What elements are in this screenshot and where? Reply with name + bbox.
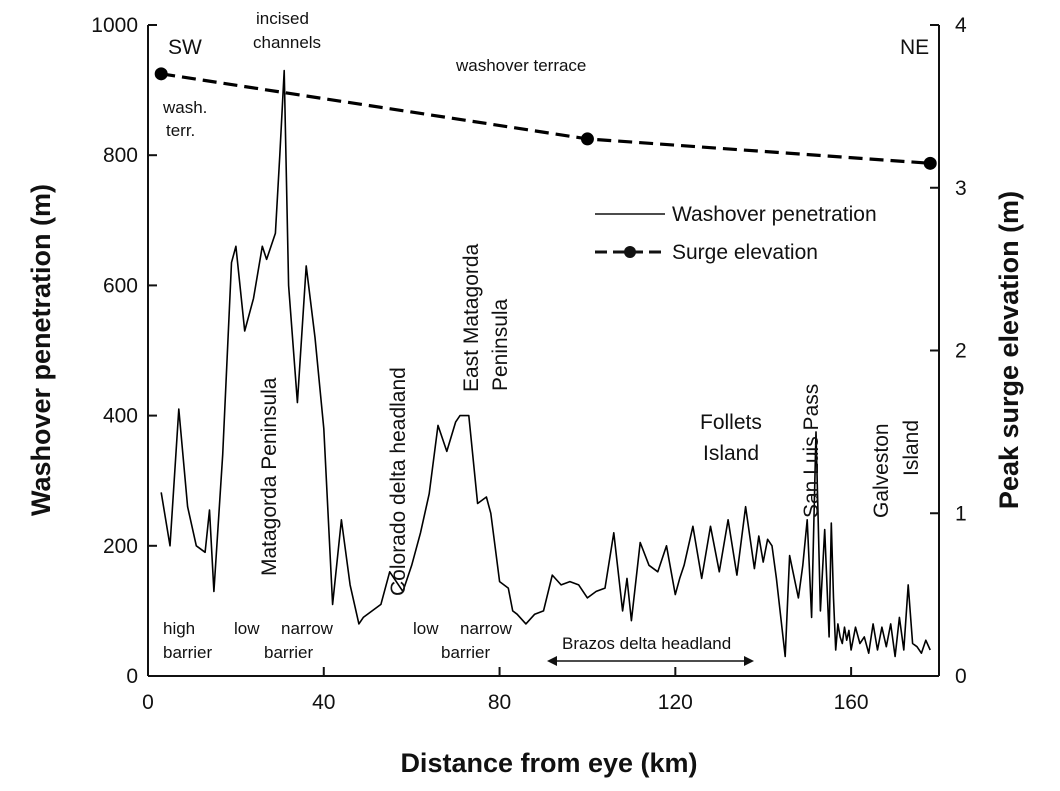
annotation-low-b: low [413,619,439,638]
annotation-colorado: Colorado delta headland [387,367,410,596]
annotation-galveston-1: Galveston [870,423,893,518]
y-left-tick-label: 600 [103,274,138,297]
annotation-galveston-2: Island [900,420,923,476]
annotation-narrow-b: narrow [460,619,513,638]
series-line-surge-elevation [160,72,931,165]
annotation-incised-1: incised [256,9,309,28]
x-tick-label: 120 [658,691,693,714]
annotation-east-matagorda-1: East Matagorda [460,243,483,392]
annotation-barrier-c: barrier [441,643,490,662]
annotation-brazos: Brazos delta headland [562,634,731,653]
legend-marker-surge [624,246,636,258]
x-axis-title: Distance from eye (km) [400,748,697,778]
y-left-tick-label: 800 [103,144,138,167]
y-right-tick-label: 4 [955,14,967,37]
left-axis-ticks: 0 200 400 600 800 1000 [91,14,157,688]
annotation-incised-2: channels [253,33,321,52]
x-tick-label: 40 [312,691,335,714]
y-right-tick-label: 2 [955,340,967,363]
annotation-low-a: low [234,619,260,638]
series-group [154,67,937,658]
right-axis-ticks: 0 1 2 3 4 [930,14,967,688]
annotation-san-luis-pass: San Luis Pass [800,384,823,518]
y-right-tick-label: 1 [955,502,967,525]
legend-label-washover: Washover penetration [672,203,877,226]
y-left-tick-label: 200 [103,535,138,558]
y-right-tick-label: 3 [955,177,967,200]
annotation-east-matagorda-2: Peninsula [489,298,512,391]
annotation-barrier-b: barrier [264,643,313,662]
y-axis-right-title: Peak surge elevation (m) [994,191,1024,509]
series-line-washover-penetration [160,69,931,658]
annotation-wash: wash. [162,98,207,117]
annotation-ne: NE [900,36,929,59]
annotation-terr: terr. [166,121,195,140]
y-left-tick-label: 400 [103,405,138,428]
annotation-follets-2: Island [703,442,759,465]
x-tick-label: 160 [834,691,869,714]
annotation-matagorda: Matagorda Peninsula [258,377,281,576]
annotation-high: high [163,619,195,638]
annotation-washover-terrace: washover terrace [455,56,586,75]
series-point-surge-elevation [923,156,937,170]
annotation-narrow-a: narrow [281,619,334,638]
series-point-surge-elevation [580,132,594,146]
y-axis-left-title: Washover penetration (m) [26,184,56,516]
x-axis-ticks: 0 40 80 120 160 [142,667,869,714]
annotation-follets-1: Follets [700,411,762,434]
legend-label-surge: Surge elevation [672,241,818,264]
y-right-tick-label: 0 [955,665,967,688]
x-tick-label: 0 [142,691,154,714]
y-left-tick-label: 1000 [91,14,138,37]
series-point-surge-elevation [154,67,168,81]
annotation-sw: SW [168,36,202,59]
legend: Washover penetration Surge elevation [595,203,877,264]
annotation-barrier-a: barrier [163,643,212,662]
x-tick-label: 80 [488,691,511,714]
y-left-tick-label: 0 [126,665,138,688]
